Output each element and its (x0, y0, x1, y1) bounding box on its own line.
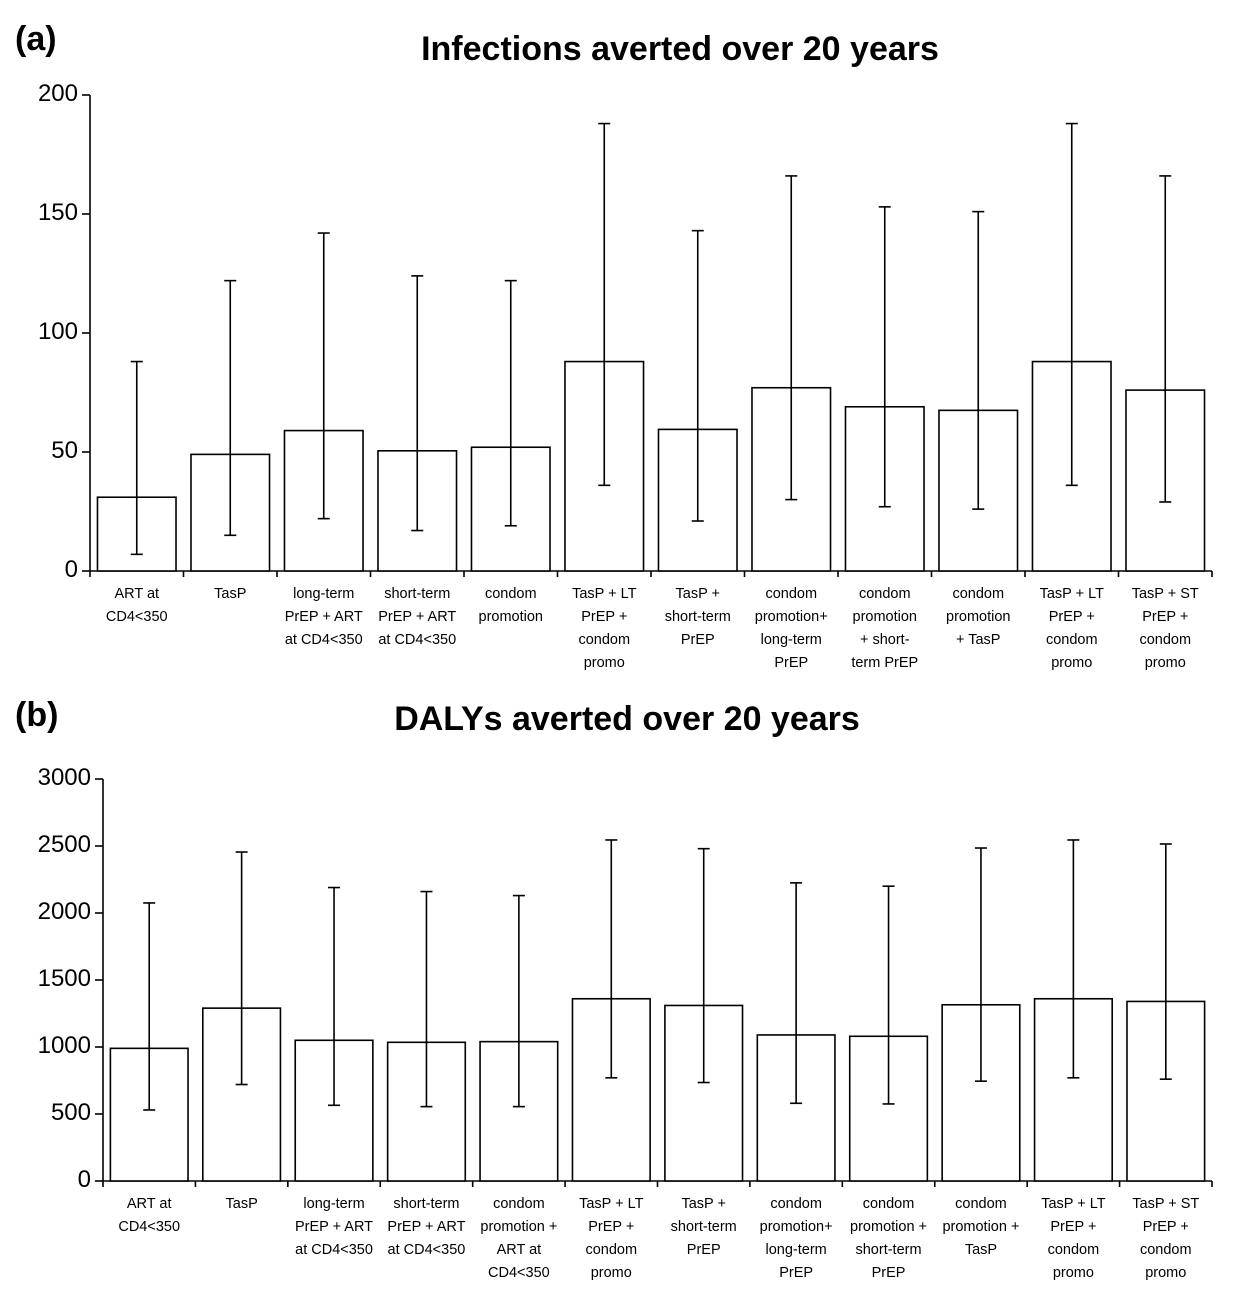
bar (1126, 1000, 1206, 1182)
y-tick-label: 50 (51, 437, 78, 464)
y-tick-label: 1500 (37, 965, 91, 992)
x-tick-label: condom promotion (478, 586, 543, 625)
panel-label: (a) (15, 20, 57, 58)
chart-title: Infections averted over 20 years (421, 30, 939, 68)
panel-label: (b) (15, 696, 59, 734)
x-tick-label: TasP + ST PrEP + condom promo (1132, 1196, 1200, 1281)
y-tick-label: 2500 (37, 831, 91, 858)
x-tick-label: condom promotion + short-term PrEP (850, 1196, 928, 1281)
x-tick-label: TasP + LT PrEP + condom promo (1039, 586, 1104, 671)
x-tick-label: TasP + ST PrEP + condom promo (1131, 586, 1199, 671)
x-tick-label: ART at CD4<350 (105, 586, 168, 625)
y-tick-label: 150 (37, 199, 78, 226)
y-tick-label: 0 (77, 1166, 91, 1193)
y-tick-label: 100 (37, 318, 78, 345)
y-tick-label: 1000 (37, 1032, 91, 1059)
x-tick-label: condom promotion + TasP (942, 1196, 1020, 1258)
x-tick-label: condom promotion + TasP (946, 586, 1011, 648)
x-tick-label: TasP + LT PrEP + condom promo (1041, 1196, 1106, 1281)
x-tick-label: condom promotion+ long-term PrEP (754, 586, 828, 671)
x-tick-label: condom promotion + ART at CD4<350 (480, 1196, 558, 1281)
x-tick-label: short-term PrEP + ART at CD4<350 (387, 1196, 466, 1258)
x-tick-label: ART at CD4<350 (118, 1196, 181, 1235)
x-tick-label: TasP + LT PrEP + condom promo (579, 1196, 644, 1281)
y-tick-label: 200 (37, 80, 78, 107)
x-tick-label: long-term PrEP + ART at CD4<350 (295, 1196, 374, 1258)
x-tick-label: TasP (225, 1196, 258, 1212)
x-tick-label: TasP + short-term PrEP (664, 586, 731, 648)
y-tick-label: 3000 (37, 764, 91, 791)
y-tick-label: 500 (50, 1099, 91, 1126)
chart-title: DALYs averted over 20 years (394, 700, 860, 738)
x-tick-label: condom promotion + short- term PrEP (851, 586, 919, 671)
x-tick-label: short-term PrEP + ART at CD4<350 (378, 586, 457, 648)
y-tick-label: 0 (64, 556, 78, 583)
x-tick-label: TasP + LT PrEP + condom promo (572, 586, 637, 671)
x-tick-label: long-term PrEP + ART at CD4<350 (284, 586, 363, 648)
y-tick-label: 2000 (37, 898, 91, 925)
x-tick-label: TasP + short-term PrEP (670, 1196, 737, 1258)
x-tick-label: condom promotion+ long-term PrEP (759, 1196, 833, 1281)
x-tick-label: TasP (214, 586, 247, 602)
